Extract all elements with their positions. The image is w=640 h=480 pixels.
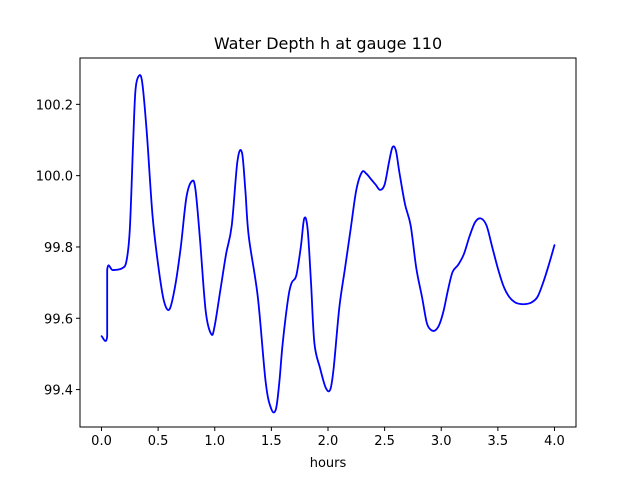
- x-tick-label: 3.5: [488, 434, 509, 449]
- plot-frame: [79, 57, 577, 428]
- y-tick-label: 99.6: [44, 312, 73, 327]
- x-tick-label: 1.5: [261, 434, 282, 449]
- series-line-0: [100, 74, 556, 414]
- y-tick-label: 100.2: [36, 98, 73, 113]
- x-tick-label: 0.5: [148, 434, 169, 449]
- series-layer: [100, 74, 556, 414]
- x-tick-label: 4.0: [544, 434, 565, 449]
- x-tick-label: 2.5: [374, 434, 395, 449]
- x-axis: 0.0 0.5 1.0 1.5 2.0 2.5 3.0 3.5 4.0: [91, 427, 565, 449]
- chart-title: Water Depth h at gauge 110: [214, 34, 442, 53]
- x-tick-label: 1.0: [204, 434, 225, 449]
- y-axis: 99.4 99.6 99.8 100.0 100.2: [36, 98, 80, 399]
- x-tick-label: 2.0: [318, 434, 339, 449]
- y-tick-label: 99.8: [44, 241, 73, 256]
- x-tick-label: 0.0: [91, 434, 112, 449]
- x-axis-label: hours: [310, 456, 347, 471]
- x-tick-label: 3.0: [431, 434, 452, 449]
- y-tick-label: 100.0: [36, 170, 73, 185]
- y-tick-label: 99.4: [44, 384, 73, 399]
